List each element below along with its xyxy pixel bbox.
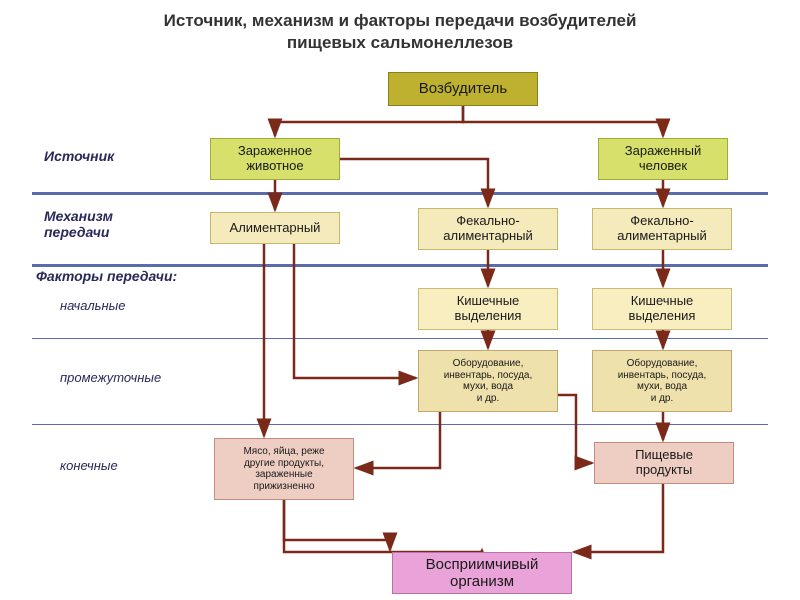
node-susceptible-organism: Восприимчивыйорганизм bbox=[392, 552, 572, 594]
node-equipment-2: Оборудование,инвентарь, посуда,мухи, вод… bbox=[592, 350, 732, 412]
node-intestinal-2: Кишечныевыделения bbox=[592, 288, 732, 330]
node-food-products: Пищевыепродукты bbox=[594, 442, 734, 484]
node-meat-eggs: Мясо, яйца, режедругие продукты,зараженн… bbox=[214, 438, 354, 500]
node-fecal-alimentary-2: Фекально-алиментарный bbox=[592, 208, 732, 250]
node-infected-animal: Зараженноеживотное bbox=[210, 138, 340, 180]
node-pathogen: Возбудитель bbox=[388, 72, 538, 106]
node-fecal-alimentary-1: Фекально-алиментарный bbox=[418, 208, 558, 250]
node-infected-human: Зараженныйчеловек bbox=[598, 138, 728, 180]
node-equipment-1: Оборудование,инвентарь, посуда,мухи, вод… bbox=[418, 350, 558, 412]
node-intestinal-1: Кишечныевыделения bbox=[418, 288, 558, 330]
node-alimentary: Алиментарный bbox=[210, 212, 340, 244]
